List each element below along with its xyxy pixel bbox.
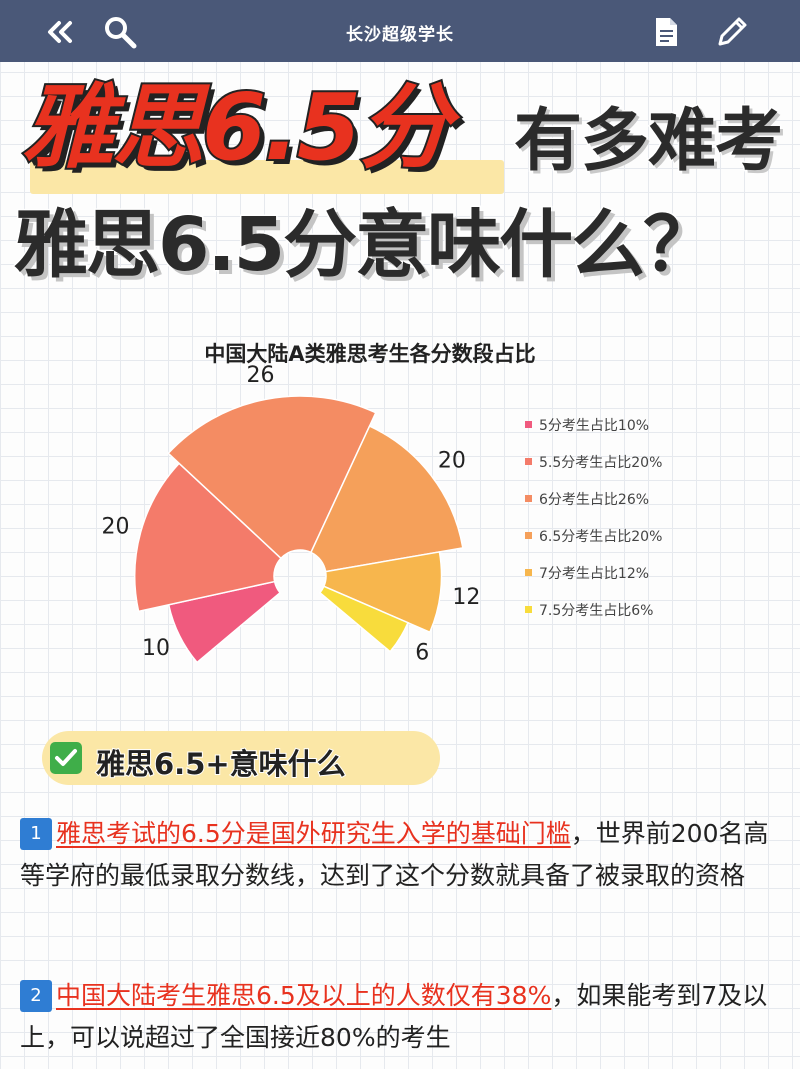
legend-label: 5分考生占比10% [539,417,650,434]
point-paragraph-2: 2 中国大陆考生雅思6.5及以上的人数仅有38%，如果能考到7及以上，可以说超过了… [20,975,790,1059]
rose-pie-chart: 10 20 26 20 12 6 [102,363,481,666]
check-mark-icon [50,742,82,774]
pie-slice [167,580,282,664]
legend-item: 6分考生占比26% [525,480,795,517]
pie-slice [318,585,409,653]
headline-highlight-bar [30,160,504,194]
number-badge-1: 1 [20,818,52,850]
legend-item: 7分考生占比12% [525,554,795,591]
number-badge-2: 2 [20,980,52,1012]
point-2-highlight: 中国大陆考生雅思6.5及以上的人数仅有38% [56,981,552,1010]
legend-item: 7.5分考生占比6% [525,591,795,628]
back-double-chevron-icon[interactable] [42,14,78,50]
pie-slice [167,395,377,560]
legend-item: 5.5分考生占比20% [525,443,795,480]
slice-value-label: 20 [438,449,466,474]
section-pill: 雅思6.5+意味什么 [42,731,440,785]
search-icon[interactable] [102,14,138,50]
point-1-highlight: 雅思考试的6.5分是国外研究生入学的基础门槛 [56,819,571,848]
app-title: 长沙超级学长 [346,25,454,45]
document-icon[interactable] [648,14,684,50]
pencil-icon[interactable] [714,14,750,50]
headline-dark-text: 有多难考 [512,102,784,181]
legend-label: 6.5分考生占比20% [539,528,663,545]
pie-slice [134,462,283,613]
slice-value-label: 12 [452,585,480,610]
legend-label: 6分考生占比26% [539,491,650,508]
slice-value-label: 10 [142,636,170,661]
legend-swatch [525,458,532,465]
legend-swatch [525,532,532,539]
point-1-text: ，世界前200名高等学府的最低录取分数线，达到了这个分数就具备了被录取的资格 [20,819,769,890]
top-bar: 长沙超级学长 [0,0,800,62]
legend-item: 5分考生占比10% [525,406,795,443]
point-2-text: ，如果能考到7及以上，可以说超过了全国接近80%的考生 [20,981,768,1052]
headline-red-text: 雅思6.5分 [20,74,453,181]
pie-slice [322,551,443,634]
slice-value-label: 20 [102,514,130,539]
chart-title: 中国大陆A类雅思考生各分数段占比 [204,342,536,366]
legend-swatch [525,495,532,502]
headline-line-2: 雅思6.5分意味什么？ [13,202,719,288]
section-title: 雅思6.5+意味什么 [95,746,347,782]
legend-label: 5.5分考生占比20% [539,454,663,471]
slice-value-label: 26 [246,363,274,388]
legend-swatch [525,421,532,428]
legend-swatch [525,569,532,576]
chart-legend: 5分考生占比10% 5.5分考生占比20% 6分考生占比26% 6.5分考生占比20%… [525,406,795,628]
legend-swatch [525,606,532,613]
legend-label: 7分考生占比12% [539,565,650,582]
slice-value-label: 6 [415,640,429,665]
point-paragraph-1: 1 雅思考试的6.5分是国外研究生入学的基础门槛，世界前200名高等学府的最低录取… [20,813,790,897]
pie-slice [309,425,464,573]
headline-line-1: 雅思6.5分 有多难考 [14,78,794,198]
legend-label: 7.5分考生占比6% [539,602,654,619]
legend-item: 6.5分考生占比20% [525,517,795,554]
